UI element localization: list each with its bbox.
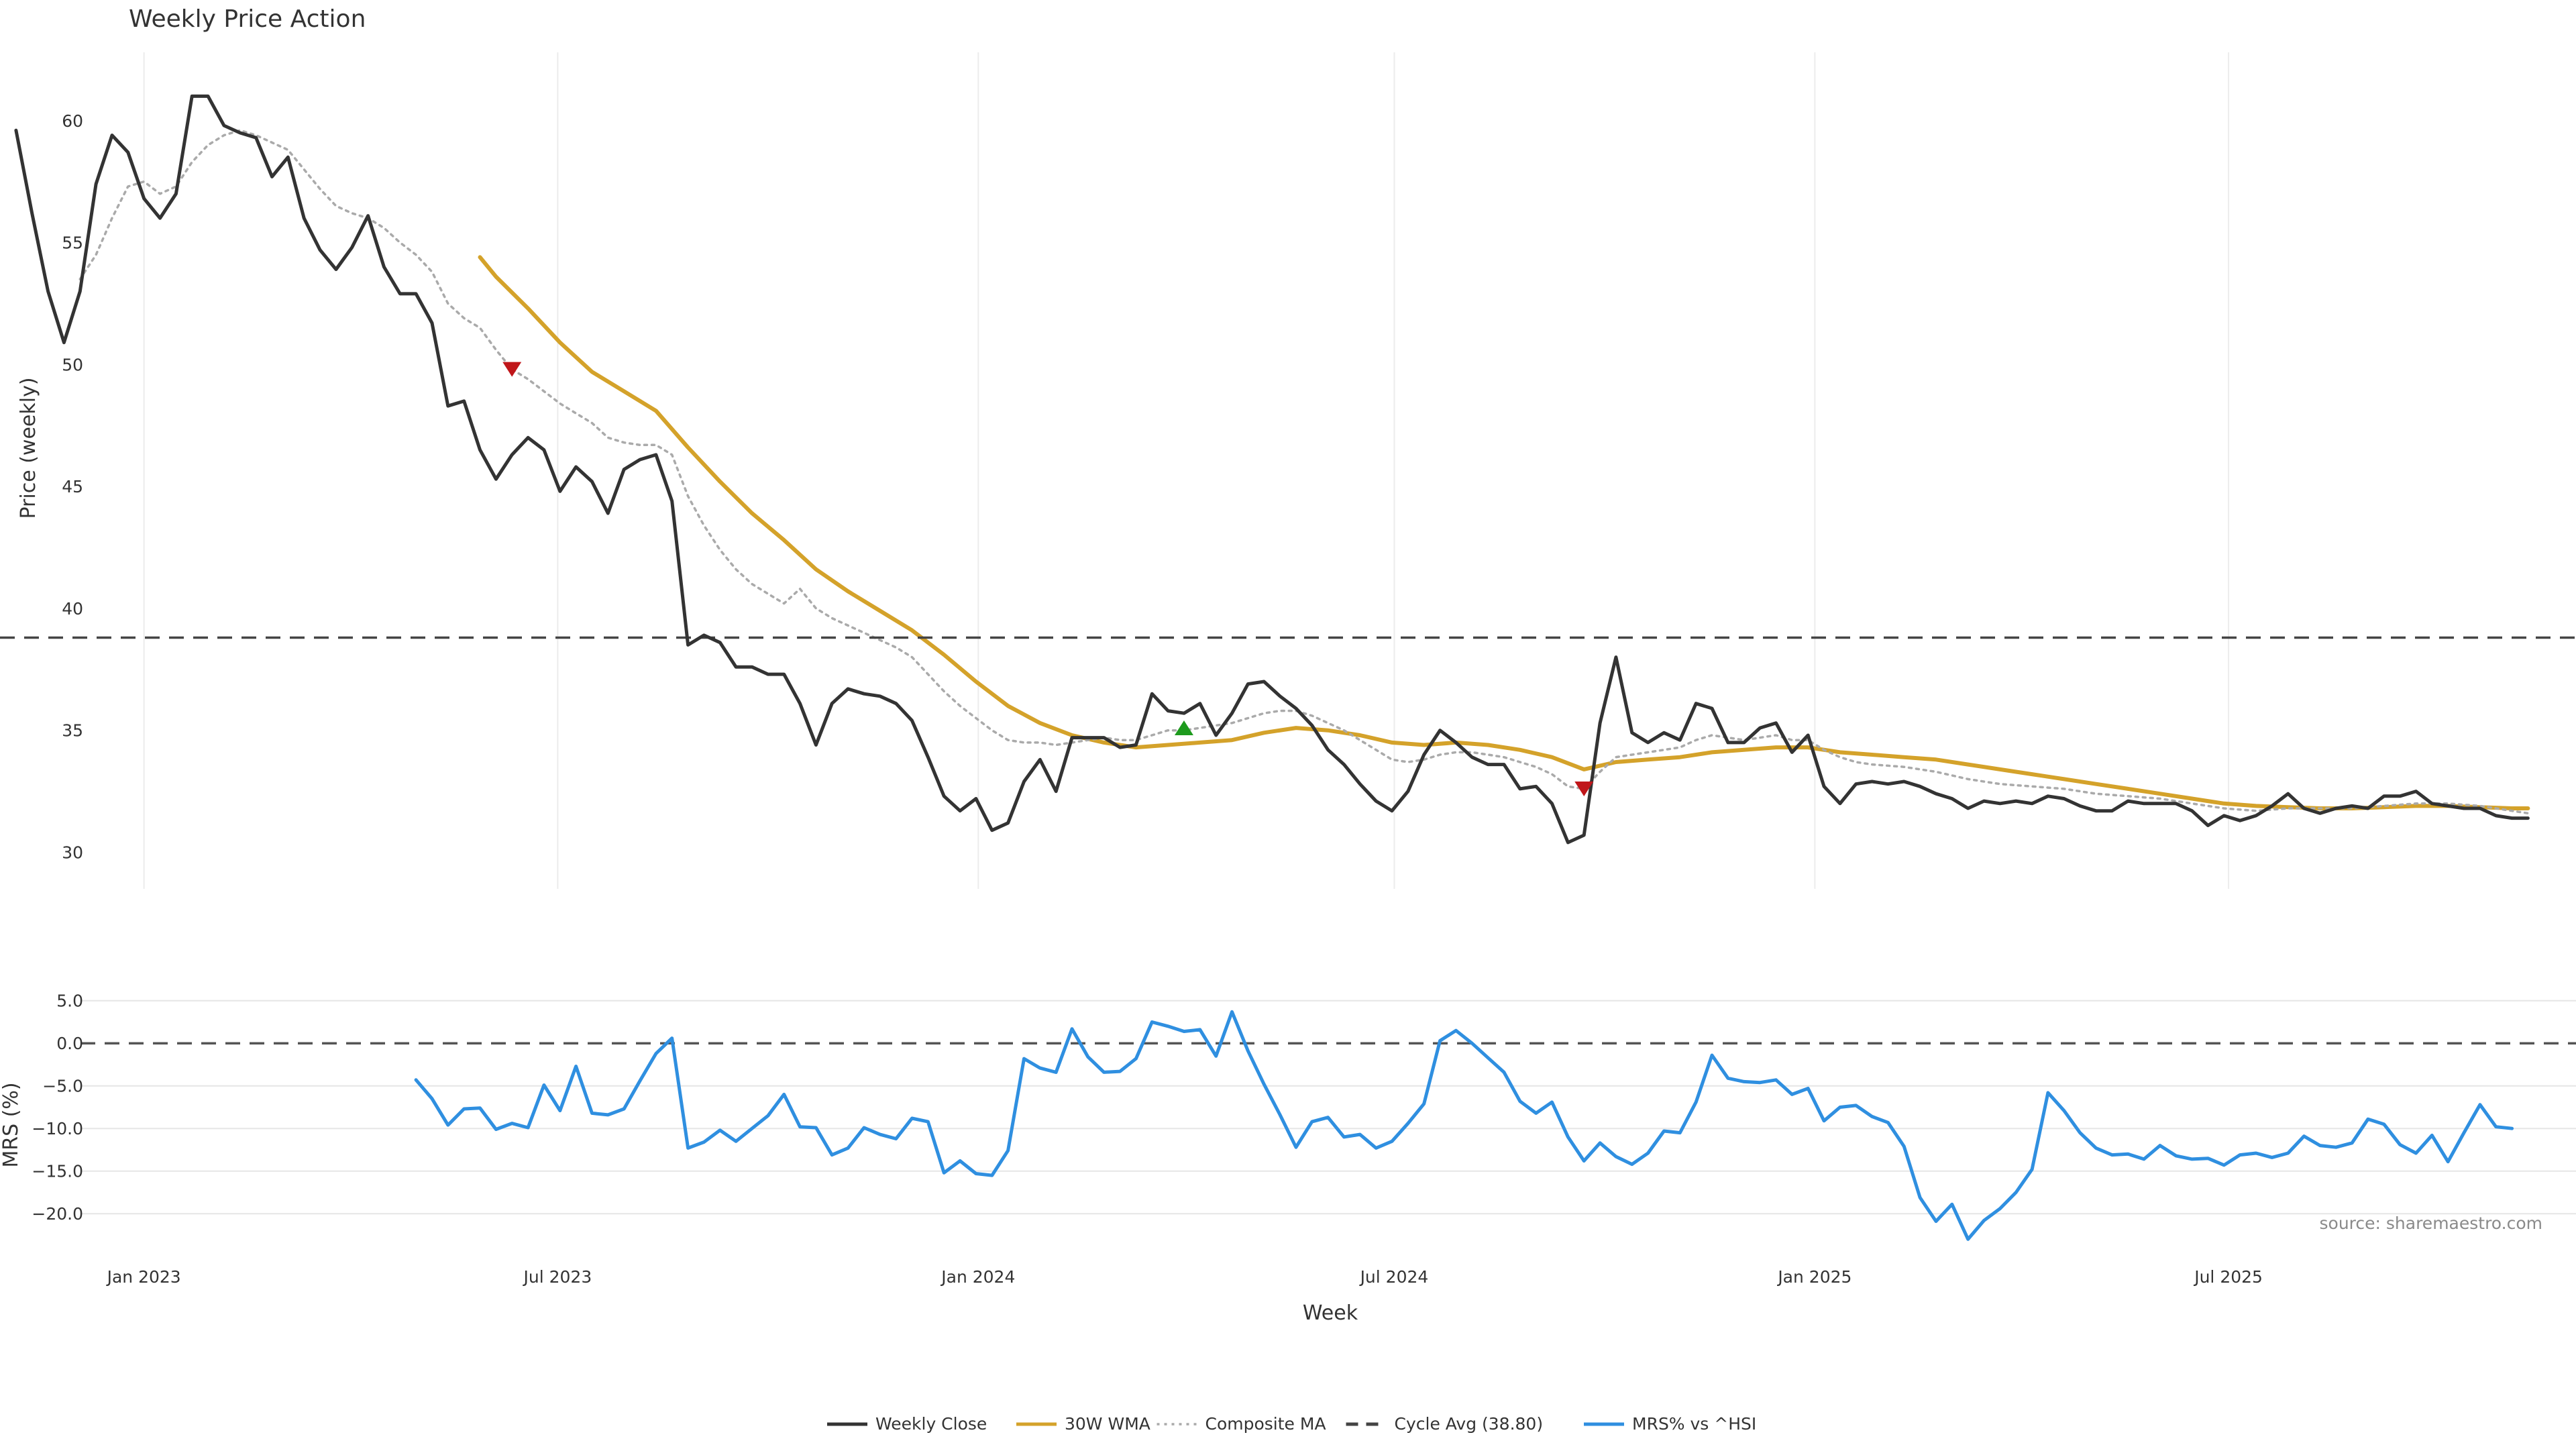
signal-marker-1 [502, 362, 522, 377]
price-gridlines [143, 52, 2230, 889]
mrs-y-tick-2: −5.0 [42, 1077, 83, 1096]
mrs-y-axis-label: MRS (%) [0, 1082, 23, 1167]
price-y-tick-35: 35 [62, 721, 83, 741]
mrs-panel: 5.0 0.0 −5.0 −10.0 −15.0 −20.0 MRS (%) source… [0, 991, 2576, 1241]
mrs-y-tick-0: 5.0 [56, 991, 83, 1011]
mrs-y-tick-3: −10.0 [32, 1119, 83, 1138]
legend-label: 30W WMA [1065, 1414, 1150, 1434]
x-tick-jul-2023: Jul 2023 [523, 1267, 592, 1287]
series-30w-wma [478, 255, 2530, 810]
source-annotation: source: sharemaestro.com [2320, 1214, 2543, 1233]
x-tick-jan-2024: Jan 2024 [940, 1267, 1015, 1287]
series-weekly-close [14, 94, 2530, 845]
legend-label: Cycle Avg (38.80) [1395, 1414, 1544, 1434]
price-series [0, 94, 2576, 845]
legend-label: MRS% vs ^HSI [1632, 1414, 1756, 1434]
price-y-tick-60: 60 [62, 111, 83, 131]
price-y-tick-55: 55 [62, 233, 83, 253]
legend-item-composite-ma: Composite MA [1157, 1414, 1326, 1434]
mrs-y-tick-5: −20.0 [32, 1204, 83, 1224]
signal-marker-3 [1574, 781, 1594, 796]
price-panel: 30 35 40 45 50 55 60 Weekly Price Action Price… [0, 5, 2576, 889]
price-y-axis-label: Price (weekly) [17, 377, 40, 519]
legend-item-weekly-close: Weekly Close [827, 1414, 987, 1434]
mrs-series [414, 1010, 2514, 1241]
x-axis: Jan 2023 Jul 2023 Jan 2024 Jul 2024 Jan 2025… [106, 1267, 2263, 1325]
legend: Weekly Close 30W WMA Composite MA Cycle Avg… [827, 1414, 1756, 1434]
series-composite-ma [78, 129, 2530, 815]
price-y-tick-50: 50 [62, 355, 83, 374]
series-mrs-vs-hsi [414, 1010, 2514, 1241]
x-tick-jan-2023: Jan 2023 [106, 1267, 181, 1287]
mrs-y-tick-1: 0.0 [56, 1034, 83, 1053]
legend-label: Composite MA [1205, 1414, 1326, 1434]
price-y-tick-40: 40 [62, 599, 83, 619]
x-tick-labels: Jan 2023 Jul 2023 Jan 2024 Jul 2024 Jan 2025… [106, 1267, 2263, 1287]
x-tick-jul-2025: Jul 2025 [2193, 1267, 2263, 1287]
price-y-tick-labels: 30 35 40 45 50 55 60 [62, 111, 83, 863]
legend-item-cycle-avg-38-80: Cycle Avg (38.80) [1346, 1414, 1544, 1434]
signal-markers [502, 362, 1594, 796]
price-y-tick-30: 30 [62, 843, 83, 862]
x-tick-jan-2025: Jan 2025 [1776, 1267, 1851, 1287]
mrs-y-tick-4: −15.0 [32, 1162, 83, 1181]
legend-item-30w-wma: 30W WMA [1016, 1414, 1150, 1434]
x-axis-label: Week [1303, 1301, 1358, 1325]
x-tick-jul-2024: Jul 2024 [1359, 1267, 1429, 1287]
chart-title: Weekly Price Action [129, 5, 366, 33]
legend-label: Weekly Close [875, 1414, 987, 1434]
price-y-tick-45: 45 [62, 477, 83, 496]
mrs-y-tick-labels: 5.0 0.0 −5.0 −10.0 −15.0 −20.0 [32, 991, 83, 1224]
signal-marker-2 [1174, 720, 1193, 736]
legend-item-mrs-vs-hsi: MRS% vs ^HSI [1584, 1414, 1756, 1434]
